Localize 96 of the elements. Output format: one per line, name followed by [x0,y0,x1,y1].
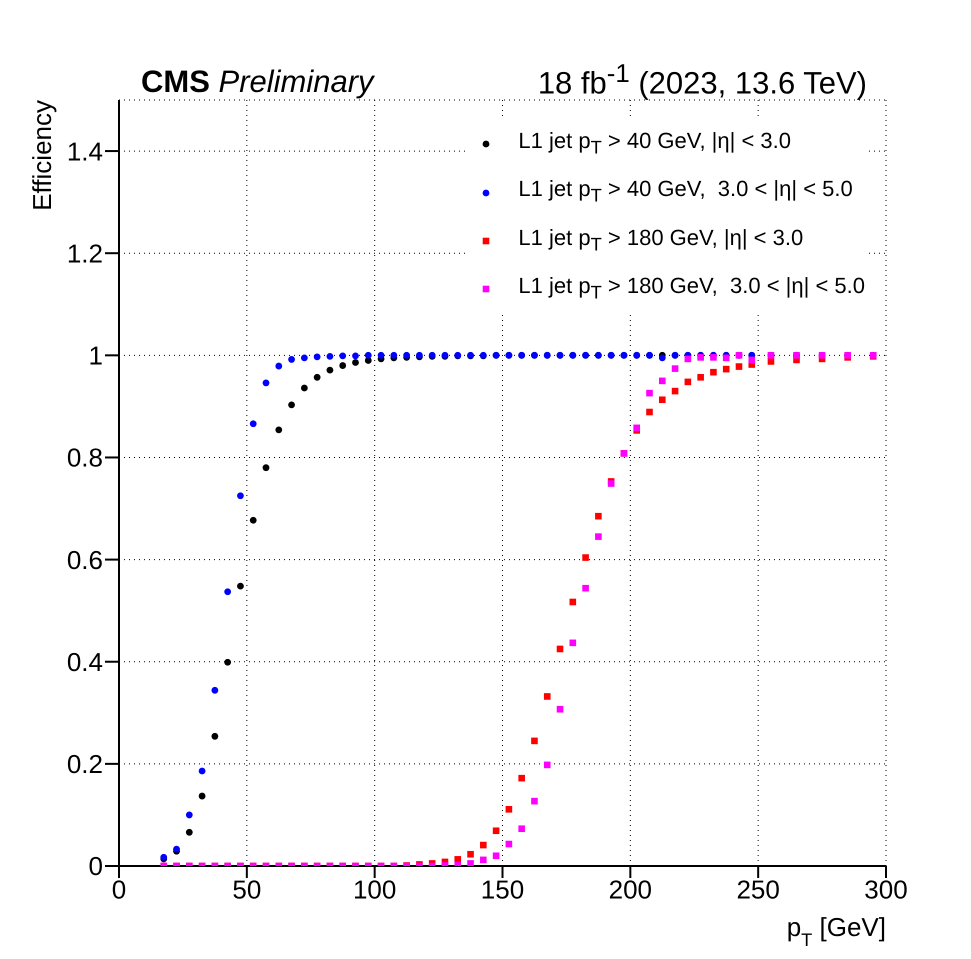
legend-label: L1 jet p$_{T}$ > 40 GeV, 3.0 < |η| < 5.0 [518,175,853,208]
chart-title: CMS [141,64,210,99]
point [352,359,359,366]
point [595,512,602,520]
point [288,401,295,408]
point [237,582,244,590]
point [300,354,308,362]
point [697,374,704,381]
point [326,366,334,374]
x-tick-label: 200 [608,874,652,904]
point [658,378,666,384]
x-tick-label: 250 [736,874,780,904]
point [224,588,232,596]
point [352,352,359,360]
point [198,792,206,800]
point [211,686,218,694]
point [314,374,321,381]
x-tick-label: 50 [232,874,262,904]
point [544,762,551,768]
y-tick-label: 1.4 [66,136,103,166]
point [275,362,282,370]
y-tick-label: 0.2 [66,749,103,780]
point [736,363,742,370]
x-tick-label: 100 [352,874,396,904]
point [556,706,564,713]
point [658,354,666,362]
point [684,356,692,362]
point [710,368,717,376]
x-tick-label: 300 [864,874,908,904]
point [582,584,589,592]
point [570,598,576,606]
y-tick-label: 0.4 [66,646,103,677]
point [262,464,270,472]
point [582,554,589,561]
y-tick-label: 1 [88,340,103,371]
point [378,352,384,359]
point [710,354,717,361]
point [722,366,730,372]
y-tick-label: 0.6 [66,544,103,575]
y-axis-title: Efficiency [27,100,57,211]
point [506,806,512,813]
legend-label: L1 jet p$_{T}$ > 180 GeV, 3.0 < |η| < 5.0 [518,272,865,305]
point [186,812,193,818]
point [697,354,704,361]
y-tick-label: 0 [88,851,103,882]
point [768,358,774,365]
point [390,352,398,359]
point [211,732,218,740]
point [467,850,474,858]
point [288,356,295,363]
point [672,388,678,394]
point [646,390,653,396]
chart-subtitle: Preliminary [218,64,374,99]
point [492,827,500,834]
point [672,365,678,372]
point [518,825,525,832]
point [518,774,525,782]
point [531,738,538,744]
annotation: 18 fb$^{-1}$ (2023, 13.6 TeV) [538,60,867,102]
point [364,352,372,359]
point [748,356,756,364]
legend-label: L1 jet p$_{T}$ > 180 GeV, |η| < 3.0 [518,224,804,256]
point [480,856,487,864]
x-axis-title: p$_{T}$ [GeV] [786,912,886,950]
point [556,646,564,652]
x-tick-label: 150 [480,874,524,904]
point [198,768,206,774]
point [186,828,193,836]
point [326,352,334,360]
point [658,396,666,404]
point [300,384,308,392]
point [314,353,321,360]
point [480,842,487,848]
point [224,658,232,666]
point [544,693,551,700]
point [339,362,346,369]
point [595,533,602,540]
point [237,492,244,500]
legend-label: L1 jet p$_{T}$ > 40 GeV, |η| < 3.0 [518,127,791,160]
x-tick-label: 0 [112,874,126,904]
point [633,424,640,432]
point [531,798,538,804]
point [467,860,474,866]
point [506,840,512,848]
point [250,516,257,524]
point [646,408,653,416]
point [722,354,730,362]
point [339,352,346,360]
y-tick-label: 1.2 [66,238,103,268]
point [684,378,692,386]
point [250,420,257,428]
point [570,640,576,646]
y-tick-label: 0.8 [66,442,103,473]
point [492,852,500,860]
point [262,380,270,386]
point [275,426,282,434]
